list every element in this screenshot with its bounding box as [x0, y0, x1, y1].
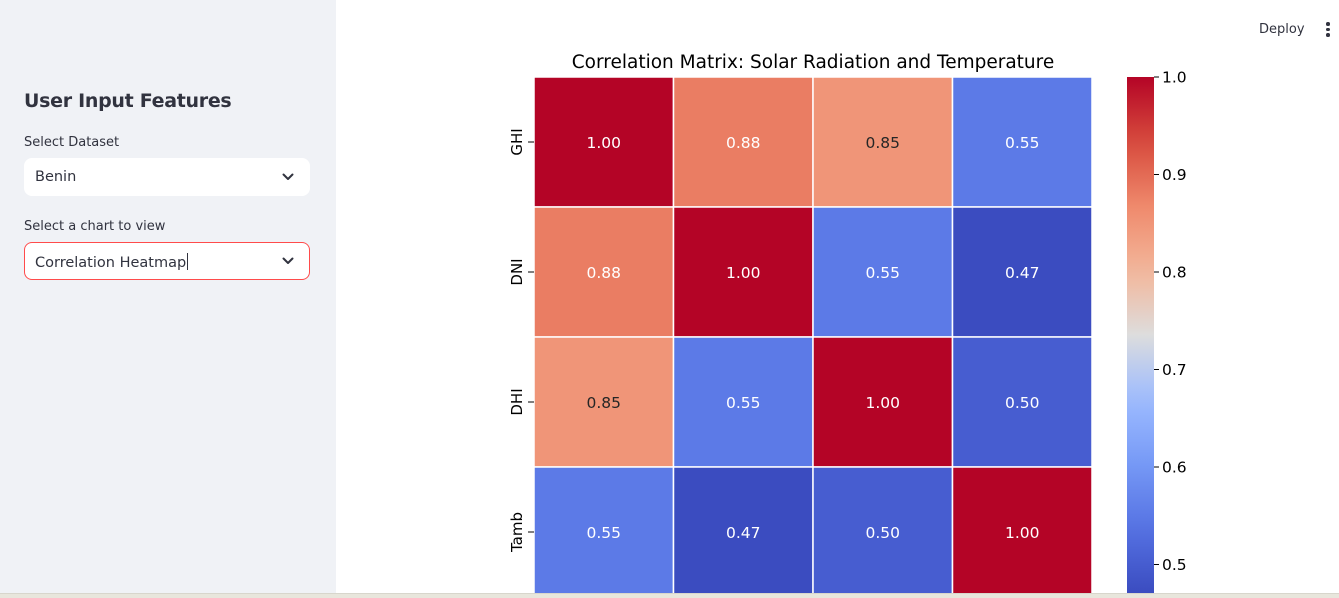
cell-value-label: 0.55 [1005, 134, 1040, 152]
chart-select-label: Select a chart to view [24, 219, 166, 234]
chart-select[interactable]: Correlation Heatmap [24, 242, 310, 280]
sidebar: User Input Features Select Dataset Benin… [0, 0, 336, 597]
cell-value-label: 1.00 [865, 394, 900, 412]
heatmap-cell [533, 336, 675, 468]
dataset-select[interactable]: Benin [24, 158, 310, 196]
cell-value-label: 0.50 [865, 524, 900, 542]
y-tick-label: GHI [508, 128, 526, 155]
heatmap-cell [533, 76, 675, 208]
cell-value-label: 1.00 [586, 134, 621, 152]
y-tick-label: Tamb [508, 512, 526, 553]
y-tick-label: DNI [508, 258, 526, 285]
deploy-button[interactable]: Deploy [1259, 22, 1305, 37]
cell-value-label: 0.88 [586, 264, 621, 282]
colorbar-tick-label: 0.6 [1162, 459, 1187, 477]
chevron-down-icon [282, 173, 294, 180]
correlation-heatmap: Correlation Matrix: Solar Radiation and … [508, 52, 1187, 593]
dataset-select-value: Benin [35, 169, 77, 185]
heatmap-cell [533, 466, 675, 593]
cell-value-label: 0.55 [586, 524, 621, 542]
cell-value-label: 0.85 [586, 394, 621, 412]
colorbar-tick-label: 1.0 [1162, 69, 1187, 87]
heatmap-cell [812, 206, 954, 338]
heatmap-cell [672, 336, 814, 468]
heatmap-cell [951, 466, 1093, 593]
y-tick-label: DHI [508, 388, 526, 415]
cell-value-label: 0.55 [865, 264, 900, 282]
cell-value-label: 0.50 [1005, 394, 1040, 412]
cell-value-label: 0.55 [726, 394, 761, 412]
more-vertical-icon[interactable] [1320, 20, 1336, 40]
colorbar [1127, 77, 1154, 593]
sidebar-title: User Input Features [24, 90, 232, 112]
heatmap-cell [812, 466, 954, 593]
cell-value-label: 0.47 [726, 524, 761, 542]
colorbar-tick-label: 0.7 [1162, 361, 1187, 379]
heatmap-cell [672, 466, 814, 593]
dataset-select-label: Select Dataset [24, 135, 120, 150]
heatmap-cell [812, 76, 954, 208]
colorbar-tick-label: 0.9 [1162, 166, 1187, 184]
chart-title: Correlation Matrix: Solar Radiation and … [572, 52, 1054, 73]
cell-value-label: 0.88 [726, 134, 761, 152]
colorbar-tick-label: 0.5 [1162, 556, 1187, 574]
heatmap-cell [951, 76, 1093, 208]
bottom-edge [0, 593, 1339, 598]
cell-value-label: 1.00 [1005, 524, 1040, 542]
chart-select-value: Correlation Heatmap [35, 253, 189, 271]
heatmap-cell [672, 206, 814, 338]
cell-value-label: 0.85 [865, 134, 900, 152]
text-cursor [187, 253, 189, 270]
cell-value-label: 1.00 [726, 264, 761, 282]
cell-value-label: 0.47 [1005, 264, 1040, 282]
colorbar-tick-label: 0.8 [1162, 264, 1187, 282]
chevron-down-icon [282, 257, 294, 264]
heatmap-cell [951, 206, 1093, 338]
heatmap-cell [951, 336, 1093, 468]
